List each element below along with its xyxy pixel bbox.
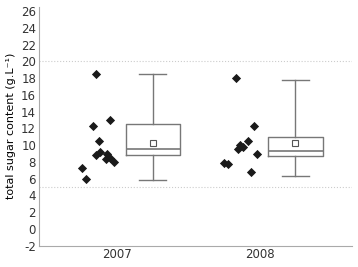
Point	[107, 118, 113, 122]
Point	[240, 145, 246, 149]
Point	[221, 161, 227, 165]
Point	[237, 143, 243, 147]
Point	[236, 147, 241, 151]
Point	[246, 139, 251, 143]
Point	[254, 151, 260, 156]
Point	[93, 153, 99, 157]
Point	[96, 139, 102, 143]
Point	[79, 166, 84, 170]
Point	[90, 124, 96, 128]
Point	[93, 72, 99, 76]
Point	[103, 157, 109, 162]
Point	[97, 150, 103, 154]
Point	[107, 156, 113, 160]
Y-axis label: total sugar content (g.L⁻¹): total sugar content (g.L⁻¹)	[6, 53, 15, 199]
Point	[251, 124, 257, 128]
Point	[83, 176, 89, 181]
Point	[105, 151, 110, 156]
Point	[248, 170, 254, 174]
Point	[112, 160, 117, 164]
Point	[226, 162, 231, 166]
Point	[233, 76, 238, 80]
